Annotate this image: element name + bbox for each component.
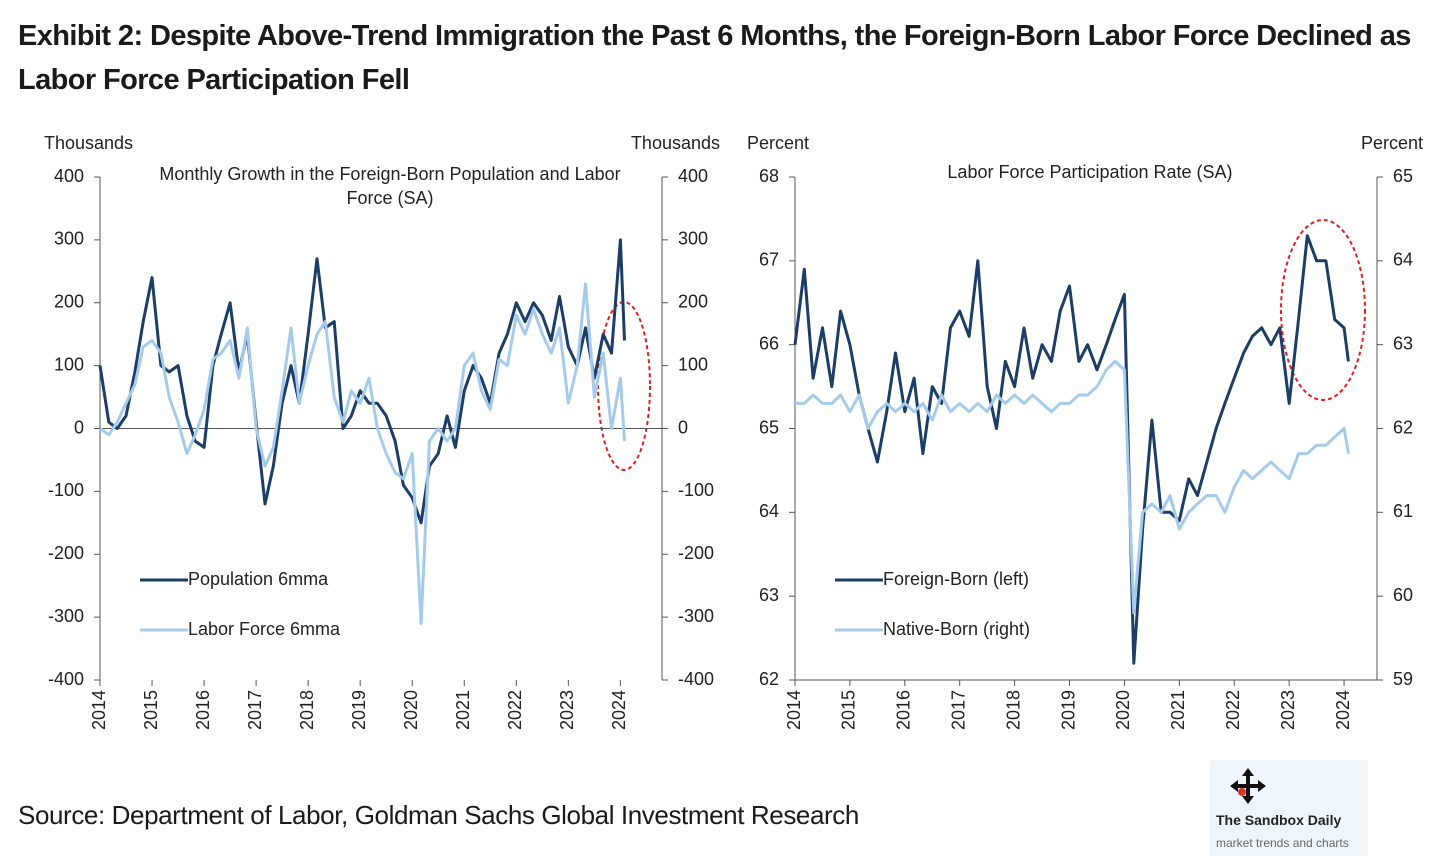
x-tick-label: 2021 xyxy=(1168,690,1188,730)
y-tick-label: -100 xyxy=(48,480,84,500)
x-tick-label: 2018 xyxy=(297,690,317,730)
legend-label: Population 6mma xyxy=(188,569,329,589)
y2-tick-label: 400 xyxy=(678,166,708,186)
y2-axis-label: Percent xyxy=(1361,133,1423,153)
source-note: Source: Department of Labor, Goldman Sac… xyxy=(18,800,859,830)
y2-tick-label: 300 xyxy=(678,229,708,249)
y-tick-label: 68 xyxy=(759,166,779,186)
y2-tick-label: -400 xyxy=(678,669,714,689)
y-tick-label: 67 xyxy=(759,250,779,270)
legend-label: Labor Force 6mma xyxy=(188,619,341,639)
chart-title: Labor Force Participation Rate (SA) xyxy=(947,162,1233,182)
y-tick-label: 66 xyxy=(759,333,779,353)
x-tick-label: 2019 xyxy=(1058,690,1078,730)
y2-tick-label: -200 xyxy=(678,543,714,563)
x-tick-label: 2020 xyxy=(401,690,421,730)
x-tick-label: 2020 xyxy=(1113,690,1133,730)
y-axis-label: Percent xyxy=(747,133,809,153)
legend-label: Foreign-Born (left) xyxy=(883,569,1029,589)
series-line xyxy=(98,238,626,525)
y2-tick-label: 200 xyxy=(678,292,708,312)
x-tick-label: 2022 xyxy=(505,690,525,730)
y-axis-label: Thousands xyxy=(44,133,133,153)
y-tick-label: 100 xyxy=(54,354,84,374)
series-line xyxy=(793,234,1350,665)
x-tick-label: 2019 xyxy=(349,690,369,730)
y-tick-label: 300 xyxy=(54,229,84,249)
y-tick-label: 64 xyxy=(759,501,779,521)
x-tick-label: 2014 xyxy=(89,690,109,730)
y2-tick-label: 60 xyxy=(1393,585,1413,605)
y2-tick-label: 62 xyxy=(1393,417,1413,437)
y2-tick-label: 0 xyxy=(678,417,688,437)
legend-label: Native-Born (right) xyxy=(883,619,1030,639)
y2-tick-label: 100 xyxy=(678,354,708,374)
y-tick-label: 62 xyxy=(759,669,779,689)
x-tick-label: 2017 xyxy=(245,690,265,730)
chart-title: Monthly Growth in the Foreign-Born Popul… xyxy=(159,164,621,208)
x-tick-label: 2021 xyxy=(453,690,473,730)
x-tick-label: 2024 xyxy=(609,690,629,730)
x-tick-label: 2022 xyxy=(1223,690,1243,730)
y2-tick-label: -300 xyxy=(678,606,714,626)
x-tick-label: 2015 xyxy=(839,690,859,730)
chart-title-box: Monthly Growth in the Foreign-Born Popul… xyxy=(159,164,621,208)
y-tick-label: 0 xyxy=(74,417,84,437)
y-tick-label: 65 xyxy=(759,417,779,437)
y-tick-label: 200 xyxy=(54,292,84,312)
y2-tick-label: 63 xyxy=(1393,333,1413,353)
y2-tick-label: 64 xyxy=(1393,250,1413,270)
y2-tick-label: 59 xyxy=(1393,669,1413,689)
x-tick-label: 2014 xyxy=(784,690,804,730)
watermark-tagline: market trends and charts xyxy=(1216,836,1349,850)
y-tick-label: 400 xyxy=(54,166,84,186)
y-tick-label: -400 xyxy=(48,669,84,689)
series-line xyxy=(99,282,626,625)
y-tick-label: -300 xyxy=(48,606,84,626)
y-tick-label: 63 xyxy=(759,585,779,605)
x-tick-label: 2015 xyxy=(141,690,161,730)
x-tick-label: 2023 xyxy=(557,690,577,730)
x-tick-label: 2018 xyxy=(1003,690,1023,730)
highlight-ellipse xyxy=(1280,219,1366,401)
watermark: The Sandbox Daily market trends and char… xyxy=(1210,760,1368,856)
chart-title-box: Labor Force Participation Rate (SA) xyxy=(947,162,1233,182)
y2-tick-label: 65 xyxy=(1393,166,1413,186)
watermark-name: The Sandbox Daily xyxy=(1216,812,1342,828)
x-tick-label: 2023 xyxy=(1278,690,1298,730)
page-title: Exhibit 2: Despite Above-Trend Immigrati… xyxy=(18,20,1411,96)
watermark-icon xyxy=(1230,768,1266,804)
series-line xyxy=(795,359,1350,615)
y-tick-label: -200 xyxy=(48,543,84,563)
y2-tick-label: -100 xyxy=(678,480,714,500)
y2-tick-label: 61 xyxy=(1393,501,1413,521)
x-tick-label: 2024 xyxy=(1333,690,1353,730)
x-tick-label: 2016 xyxy=(193,690,213,730)
x-tick-label: 2017 xyxy=(948,690,968,730)
y2-axis-label: Thousands xyxy=(631,133,720,153)
x-tick-label: 2016 xyxy=(894,690,914,730)
